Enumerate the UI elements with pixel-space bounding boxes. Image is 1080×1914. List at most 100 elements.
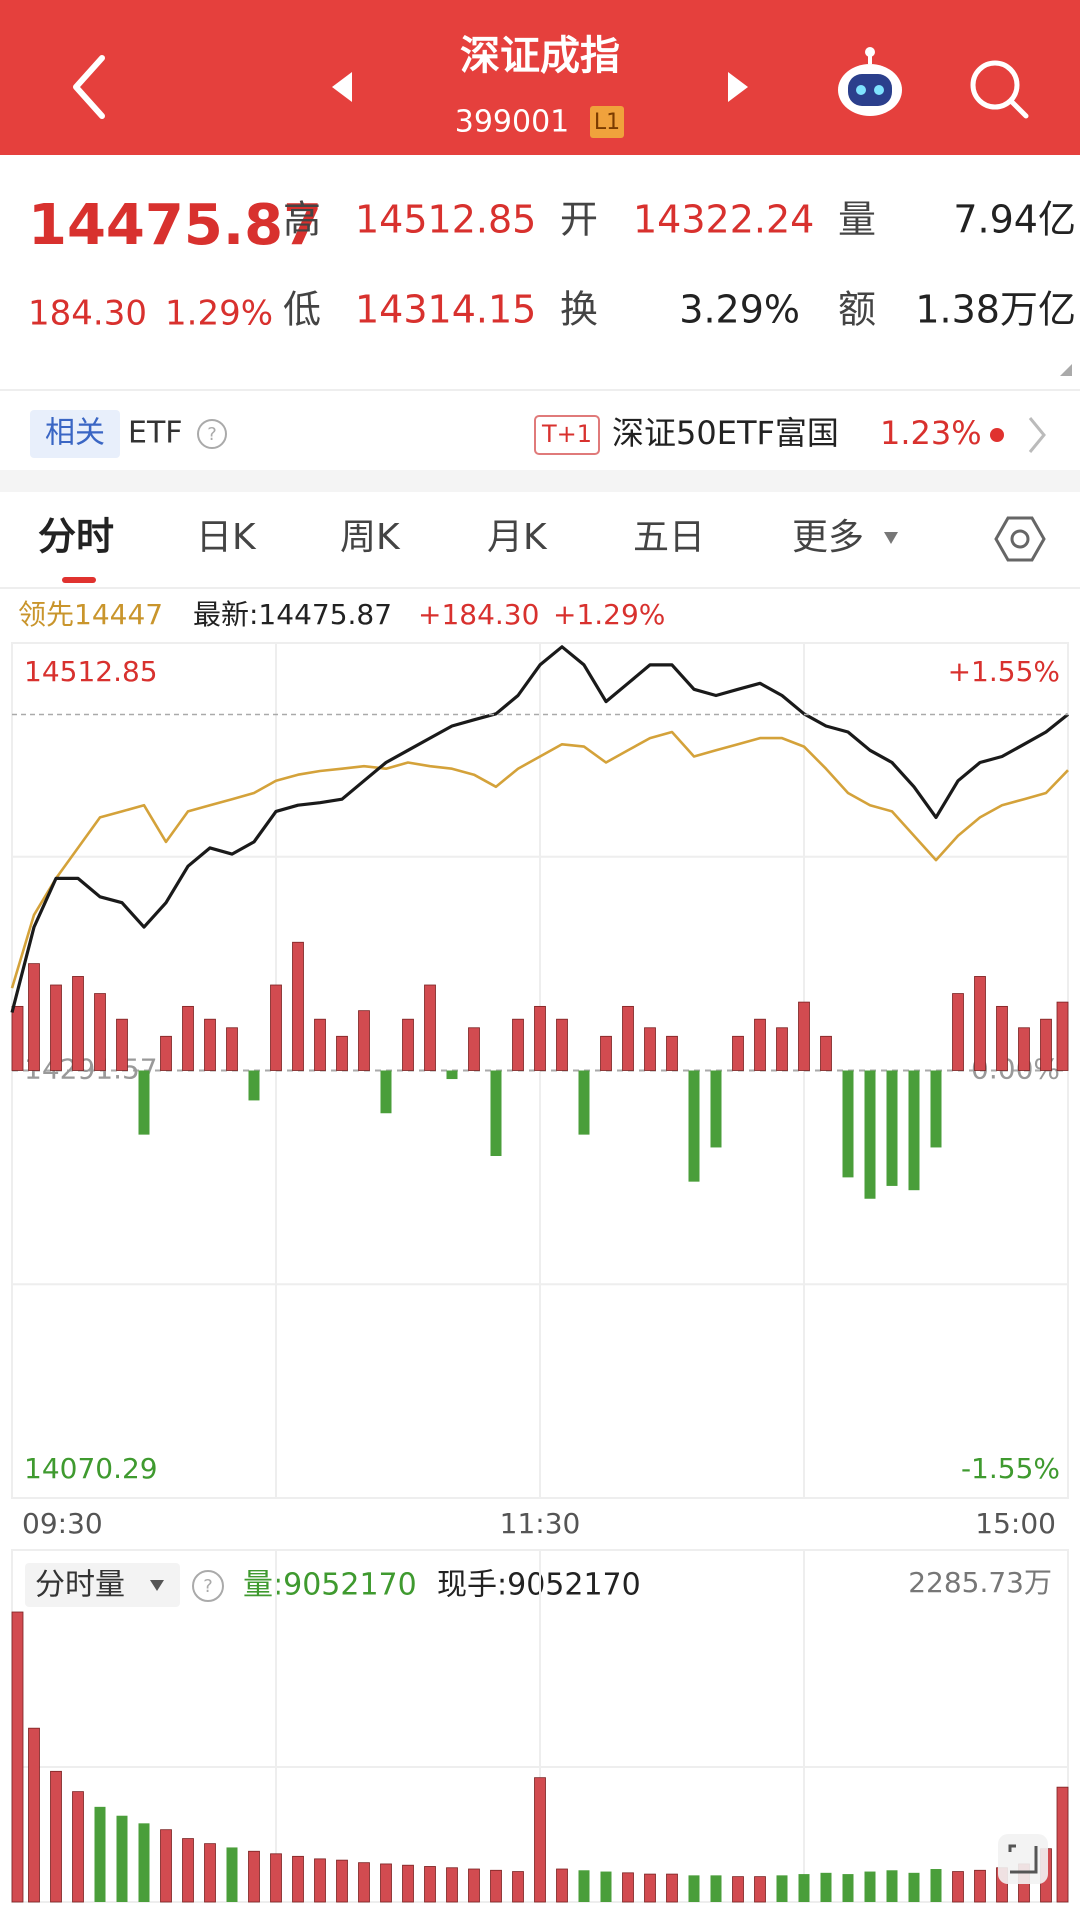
legend-pct: +1.29% [553, 598, 665, 631]
volume-bar [1056, 1786, 1069, 1903]
indicator-bar [490, 1070, 502, 1156]
field-value: 14314.15 [355, 288, 536, 332]
indicator-bar [534, 1005, 546, 1071]
prev-button[interactable] [332, 72, 352, 102]
fullscreen-icon[interactable] [998, 1834, 1048, 1884]
field-label: 高 [283, 198, 321, 242]
indicator-bar [798, 1001, 810, 1071]
indicator-bar [11, 1005, 24, 1071]
indicator-bar [820, 1035, 832, 1071]
y2-tick-label: +1.55% [948, 655, 1060, 688]
indicator-bar [1056, 1001, 1069, 1071]
volume-bar [578, 1870, 590, 1902]
help-icon[interactable] [192, 1570, 224, 1602]
volume-bar [446, 1867, 458, 1903]
chevron[interactable] [1028, 417, 1046, 453]
tab[interactable]: 更多 [792, 517, 864, 558]
indicator-bar [358, 1010, 370, 1071]
x-tick-label: 11:30 [500, 1507, 581, 1540]
volume-bar [116, 1815, 128, 1902]
help-mark: ? [203, 1576, 213, 1597]
indicator-bar [908, 1070, 920, 1191]
volume-bar [402, 1864, 414, 1903]
volume-bar [952, 1871, 964, 1903]
volume-bar [314, 1858, 326, 1903]
volume-bar [930, 1869, 942, 1902]
volume-selector[interactable] [25, 1563, 180, 1607]
volume-bar [226, 1847, 238, 1902]
stock-code: 399001 [455, 105, 570, 140]
indicator-bar [864, 1070, 876, 1199]
indicator-bar [72, 976, 84, 1071]
indicator-bar [622, 1005, 634, 1071]
indicator-bar [842, 1070, 854, 1178]
tab[interactable]: 分时 [38, 515, 114, 559]
y-tick-label: 2285.73万 [908, 1566, 1052, 1599]
indicator-bar [336, 1035, 348, 1071]
indicator-bar [952, 993, 964, 1071]
indicator-bar [996, 1005, 1008, 1071]
volume-bar [160, 1829, 172, 1903]
indicator-bar [556, 1018, 568, 1071]
legend-change: +184.30 [418, 598, 539, 631]
field-label: 低 [283, 288, 321, 332]
legend-lead: 领先14447 [18, 598, 163, 631]
legend-latest: 最新:14475.87 [193, 598, 392, 631]
field-value: 14322.24 [633, 198, 814, 242]
indicator-bar [226, 1027, 238, 1071]
indicator-bar [94, 993, 106, 1071]
volume-bar [11, 1611, 24, 1903]
volume-bar [138, 1823, 150, 1902]
tab-underline [62, 577, 96, 583]
x-tick-label: 15:00 [975, 1507, 1056, 1540]
tab[interactable]: 周K [340, 517, 401, 558]
indicator-bar [688, 1070, 700, 1182]
indicator-bar [578, 1070, 590, 1135]
volume-bar [534, 1777, 546, 1903]
dropdown-arrow [150, 1580, 164, 1591]
indicator-bar [1040, 1018, 1052, 1071]
level-text: L1 [594, 110, 620, 135]
volume-bar [754, 1876, 766, 1903]
volume-bar [908, 1872, 920, 1902]
volume-bar [358, 1862, 370, 1903]
indicator-bar [600, 1035, 612, 1071]
volume-bar [600, 1871, 612, 1902]
volume-bar [94, 1806, 106, 1902]
volume-bar [204, 1843, 216, 1903]
indicator-bar [380, 1070, 392, 1114]
price-change-pct: 1.29% [165, 294, 273, 334]
volume-value: 量:9052170 [243, 1568, 417, 1603]
badge-box [534, 415, 600, 455]
etf-name[interactable]: 深证50ETF富国 [612, 414, 839, 452]
next-button[interactable] [728, 72, 748, 102]
search-icon[interactable] [970, 60, 1029, 119]
volume-bar [886, 1870, 898, 1902]
help-icon[interactable] [197, 419, 227, 449]
price-line [10, 645, 1069, 1013]
indicator-bar [512, 1018, 524, 1071]
expand-corner[interactable] [1060, 364, 1072, 376]
field-value: 3.29% [679, 288, 800, 332]
price-line [10, 730, 1069, 989]
field-label: 换 [560, 288, 598, 332]
volume-hand: 现手:9052170 [437, 1568, 641, 1603]
volume-bar [974, 1869, 986, 1903]
assistant-icon[interactable] [838, 47, 902, 116]
indicator-bar [160, 1035, 172, 1071]
volume-bar [270, 1853, 282, 1903]
tab[interactable]: 月K [487, 517, 548, 558]
indicator-bar [732, 1035, 744, 1071]
last-price: 14475.87 [28, 193, 322, 258]
volume-bar [688, 1875, 700, 1902]
volume-bar [666, 1873, 678, 1903]
indicator-bar [644, 1027, 656, 1071]
tab[interactable]: 日K [196, 517, 257, 558]
volume-bar [820, 1872, 832, 1902]
volume-bar [842, 1874, 854, 1902]
tab[interactable]: 五日 [633, 517, 705, 558]
back-button[interactable] [73, 55, 105, 119]
field-label: 额 [838, 288, 876, 332]
settings-icon[interactable] [994, 516, 1046, 562]
